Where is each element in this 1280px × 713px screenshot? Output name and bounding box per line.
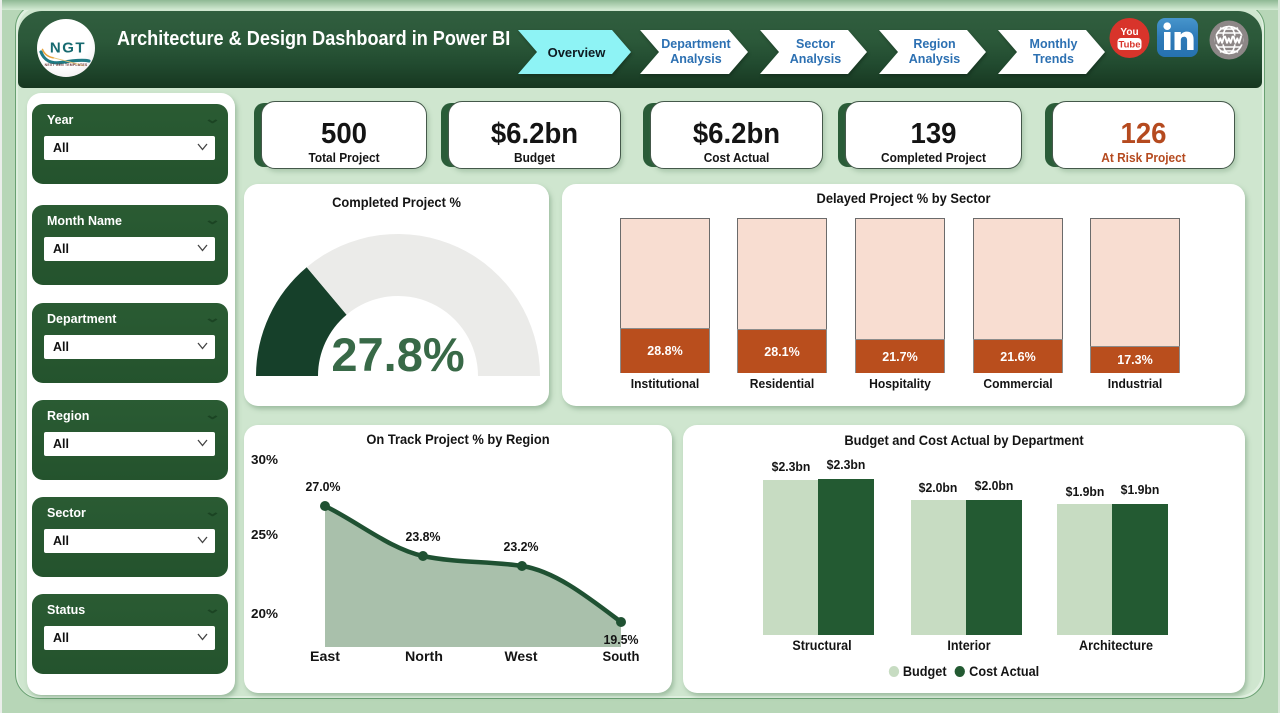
svg-text:East: East xyxy=(310,649,341,664)
svg-text:West: West xyxy=(505,649,539,664)
svg-text:NEXT GEN TEMPLATES: NEXT GEN TEMPLATES xyxy=(45,63,88,67)
svg-text:North: North xyxy=(405,649,443,664)
svg-text:25%: 25% xyxy=(251,528,278,542)
svg-text:23.8%: 23.8% xyxy=(406,529,441,544)
svg-text:30%: 30% xyxy=(251,453,278,467)
svg-text:20%: 20% xyxy=(251,607,278,621)
svg-text:27.0%: 27.0% xyxy=(306,479,341,494)
svg-text:South: South xyxy=(603,649,640,664)
svg-text:Tube: Tube xyxy=(1119,40,1141,51)
svg-text:23.2%: 23.2% xyxy=(504,539,539,554)
svg-text:NGT: NGT xyxy=(50,40,86,57)
svg-text:27.8%: 27.8% xyxy=(331,328,464,381)
svg-text:19.5%: 19.5% xyxy=(604,632,639,647)
svg-text:You: You xyxy=(1120,27,1138,38)
